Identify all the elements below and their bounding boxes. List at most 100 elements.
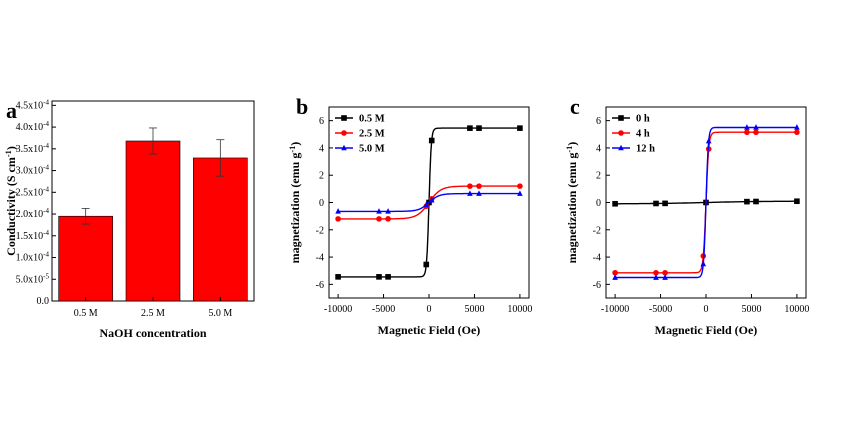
data-point-25M (376, 216, 382, 222)
data-point-05M (476, 125, 482, 131)
legend-label-b: 0.5 M (359, 114, 385, 125)
data-point-0h (794, 198, 800, 205)
y-tick-label-a: 4.5x10-4 (16, 98, 50, 111)
data-point-4h (653, 269, 659, 276)
data-point-4h (744, 129, 750, 136)
legend-marker-c (618, 130, 624, 136)
magnetization-concentration-chart: -10000 -5000 0 5000 10000 -6 -4 -2 0 2 4 6 0.5 M 2.5 … (288, 106, 532, 337)
data-point-12h (662, 274, 668, 280)
y-tick-label-c: 0 (596, 198, 601, 209)
x-tick-label-a: 2.5 M (141, 308, 165, 319)
y-axis-label-c: magnetization (emu g-1) (565, 142, 580, 264)
data-point-05M (335, 274, 341, 280)
y-tick-label-b: -2 (316, 225, 324, 236)
data-point-50M (335, 208, 341, 214)
legend-label-b: 5.0 M (359, 144, 385, 155)
data-point-12h (653, 274, 659, 280)
legend-label-c: 4 h (636, 129, 650, 140)
y-tick-label-c: -4 (593, 253, 601, 264)
data-point-25M (517, 183, 523, 189)
x-tick-label-a: 0.5 M (74, 308, 98, 319)
x-tick-label-b: -10000 (324, 304, 352, 315)
y-tick-label-a: 3.5x10-4 (16, 142, 50, 155)
legend-label-c: 0 h (636, 114, 650, 125)
data-point-0h (753, 198, 759, 205)
legend-marker-c (618, 115, 624, 121)
x-tick-label-c: 0 (704, 304, 709, 315)
legend-marker-c (618, 144, 624, 151)
x-tick-label-c: -10000 (601, 304, 629, 315)
y-axis-label-b: magnetization (emu g-1) (288, 142, 303, 264)
data-point-25M (476, 183, 482, 189)
data-point-50M (467, 190, 473, 196)
legend-marker-b (341, 144, 347, 151)
data-point-0h (653, 200, 659, 207)
y-tick-label-b: 2 (319, 171, 324, 182)
conductivity-bar-chart: 0.0 5.0x10-5 1.0x10-4 1.5x10-4 2.0x10-4 2.5x1… (4, 98, 255, 340)
data-point-50M (385, 208, 391, 214)
y-tick-label-a: 0.0 (37, 296, 50, 307)
x-axis-label-b: Magnetic Field (Oe) (378, 323, 481, 337)
x-tick-label-b: 10000 (507, 304, 532, 315)
data-point-50M (423, 201, 430, 208)
series-line-50M (338, 192, 520, 213)
data-point-50M (517, 190, 523, 196)
data-point-12h (612, 274, 618, 280)
bar-05M (58, 215, 113, 302)
data-point-0h (662, 200, 668, 207)
data-point-0h (744, 198, 750, 205)
data-point-05M (423, 261, 430, 268)
y-tick-label-b: -6 (316, 280, 324, 291)
y-tick-label-b: -4 (316, 253, 324, 264)
x-tick-label-b: -5000 (372, 304, 395, 315)
y-tick-label-c: -2 (593, 225, 601, 236)
y-tick-label-a: 2.0x10-4 (16, 207, 50, 220)
x-axis-label-a: NaOH concentration (100, 326, 207, 340)
data-point-50M (476, 190, 482, 196)
y-tick-label-a: 5.0x10-5 (16, 272, 50, 285)
data-point-4h (612, 269, 618, 276)
y-tick-label-b: 6 (319, 116, 324, 127)
y-tick-label-a: 4.0x10-4 (16, 120, 50, 133)
y-tick-label-a: 1.0x10-4 (16, 251, 50, 264)
data-point-25M (467, 183, 473, 189)
y-tick-label-a: 2.5x10-4 (16, 185, 50, 198)
data-point-05M (428, 137, 435, 144)
data-point-12h (705, 137, 712, 144)
magnetization-time-chart: -10000 -5000 0 5000 10000 -6 -4 -2 0 2 4 6 0 h 4 h 12 … (565, 106, 809, 337)
legend-label-c: 12 h (636, 144, 655, 155)
x-tick-label-b: 0 (427, 304, 432, 315)
data-point-05M (517, 125, 523, 131)
data-point-05M (467, 125, 473, 131)
y-tick-label-b: 4 (319, 143, 324, 154)
y-tick-label-a: 1.5x10-4 (16, 229, 50, 242)
data-point-25M (335, 216, 341, 222)
data-point-25M (385, 216, 391, 222)
panel-letter-a: a (6, 98, 17, 123)
y-tick-label-c: 4 (596, 143, 601, 154)
x-tick-label-b: 5000 (464, 304, 484, 315)
legend-label-b: 2.5 M (359, 129, 385, 140)
data-point-05M (376, 274, 382, 280)
x-tick-label-a: 5.0 M (208, 308, 232, 319)
data-point-4h (753, 129, 759, 136)
bar-25M (125, 140, 181, 302)
y-tick-label-c: 2 (596, 171, 601, 182)
bar-50M (193, 157, 248, 302)
data-point-50M (428, 196, 435, 203)
data-point-12h (700, 260, 707, 267)
x-tick-label-c: -5000 (649, 304, 672, 315)
legend-marker-b (341, 130, 347, 136)
data-point-0h (612, 200, 618, 207)
data-point-12h (744, 124, 750, 130)
y-tick-label-c: -6 (593, 280, 601, 291)
data-point-12h (753, 124, 759, 130)
data-point-50M (376, 208, 382, 214)
x-axis-label-c: Magnetic Field (Oe) (655, 323, 758, 337)
y-tick-label-c: 6 (596, 116, 601, 127)
panel-letter-c: c (570, 94, 580, 119)
y-tick-label-a: 3.0x10-4 (16, 164, 50, 177)
data-point-12h (794, 124, 800, 130)
series-line-12h (615, 126, 797, 279)
